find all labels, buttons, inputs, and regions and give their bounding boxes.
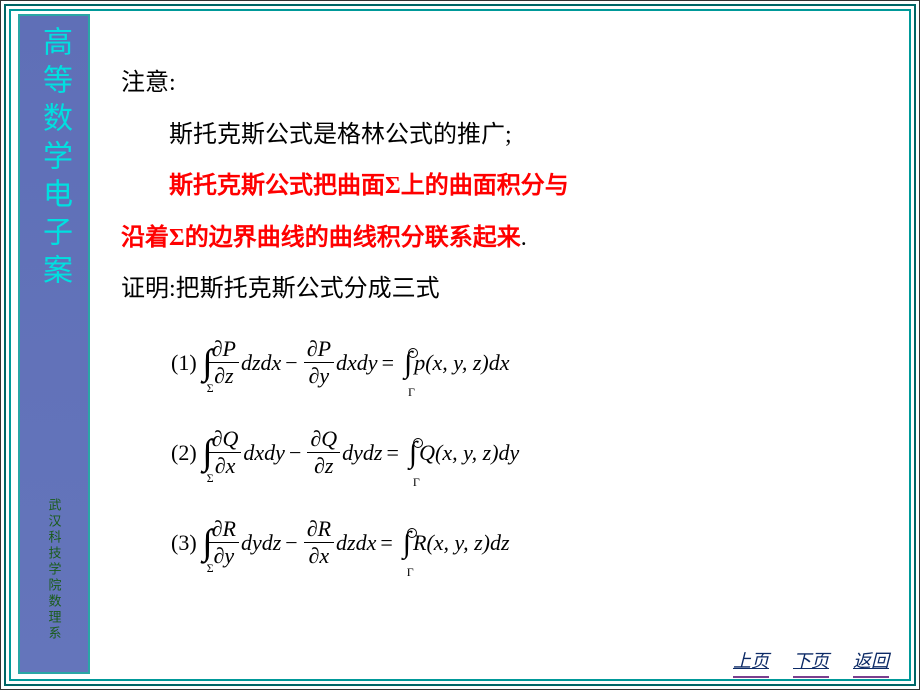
- fraction: ∂Q∂z: [307, 428, 340, 477]
- sidebar-subtitle: 武汉科技学院数理系: [45, 498, 64, 642]
- minus-op: −: [289, 432, 301, 474]
- next-button[interactable]: 下页: [793, 647, 829, 675]
- back-button[interactable]: 返回: [853, 647, 889, 675]
- fraction: ∂P∂z: [209, 338, 239, 387]
- fraction: ∂R∂x: [304, 518, 334, 567]
- formula-index: (2): [171, 432, 197, 474]
- equals-op: =: [386, 432, 398, 474]
- contour-integral-icon: ∫Γ: [409, 424, 417, 481]
- formula-block: (1) ∫∫Σ ∂P∂z dzdx − ∂P∂y dxdy = ∫Γ p(x, …: [171, 333, 881, 573]
- differential: dxdy: [243, 432, 285, 474]
- formula-3: (3) ∫∫Σ ∂R∂y dydz − ∂R∂x dzdx = ∫Γ R(x, …: [171, 513, 881, 573]
- fraction: ∂R∂y: [209, 518, 239, 567]
- fraction: ∂Q∂x: [209, 428, 242, 477]
- text-highlight-1: 斯托克斯公式把曲面Σ上的曲面积分与: [121, 164, 881, 210]
- prev-button[interactable]: 上页: [733, 647, 769, 675]
- differential: dzdx: [241, 342, 281, 384]
- sidebar: 高等数学电子案 武汉科技学院数理系: [18, 14, 90, 674]
- rhs-expression: Q(x, y, z)dy: [419, 432, 519, 474]
- text-tail: .: [521, 225, 527, 251]
- text-line-1: 斯托克斯公式是格林公式的推广;: [121, 113, 881, 159]
- differential: dzdx: [336, 522, 376, 564]
- text-highlight-2: 沿着Σ的边界曲线的曲线积分联系起来.: [121, 216, 881, 262]
- contour-integral-icon: ∫Γ: [404, 334, 412, 391]
- minus-op: −: [285, 342, 297, 384]
- fraction: ∂P∂y: [304, 338, 334, 387]
- differential: dxdy: [336, 342, 378, 384]
- note-label: 注意:: [121, 61, 881, 107]
- formula-index: (3): [171, 522, 197, 564]
- nav-bar: 上页 下页 返回: [733, 647, 889, 675]
- equals-op: =: [382, 342, 394, 384]
- rhs-expression: R(x, y, z)dz: [413, 522, 510, 564]
- contour-integral-icon: ∫Γ: [403, 514, 411, 571]
- formula-2: (2) ∫∫Σ ∂Q∂x dxdy − ∂Q∂z dydz = ∫Γ Q(x, …: [171, 423, 881, 483]
- main-content: 注意: 斯托克斯公式是格林公式的推广; 斯托克斯公式把曲面Σ上的曲面积分与 沿着…: [121, 61, 881, 603]
- differential: dydz: [342, 432, 382, 474]
- formula-1: (1) ∫∫Σ ∂P∂z dzdx − ∂P∂y dxdy = ∫Γ p(x, …: [171, 333, 881, 393]
- formula-index: (1): [171, 342, 197, 384]
- minus-op: −: [285, 522, 297, 564]
- proof-label: 证明:把斯托克斯公式分成三式: [121, 267, 881, 313]
- sidebar-title: 高等数学电子案: [39, 26, 69, 292]
- equals-op: =: [380, 522, 392, 564]
- differential: dydz: [241, 522, 281, 564]
- text-highlight-2-red: 沿着Σ的边界曲线的曲线积分联系起来: [121, 225, 521, 251]
- rhs-expression: p(x, y, z)dx: [414, 342, 509, 384]
